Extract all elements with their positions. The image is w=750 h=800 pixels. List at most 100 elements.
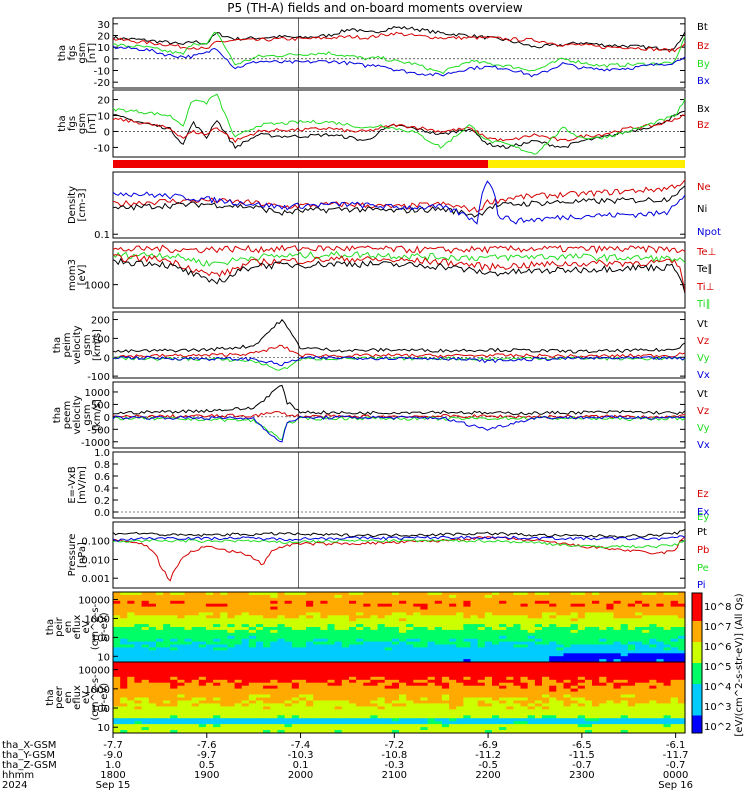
spectrogram-cell (527, 624, 536, 628)
spectrogram-cell (484, 703, 493, 707)
spectrogram-cell (477, 615, 486, 619)
spectrogram-cell (213, 609, 221, 613)
spectrogram-cell (313, 709, 321, 713)
spectrogram-cell (234, 709, 243, 713)
y-tick-label: -100 (87, 372, 110, 383)
spectrogram-cell (456, 606, 464, 610)
spectrogram-cell (141, 618, 150, 622)
spectrogram-cell (363, 632, 371, 637)
spectrogram-cell (627, 721, 636, 725)
spectrogram-cell (620, 682, 629, 687)
spectrogram-cell (363, 635, 371, 640)
spectrogram-cell (370, 592, 379, 596)
colorbar-cell (692, 610, 702, 615)
spectrogram-cell (520, 721, 529, 725)
spectrogram-cell (534, 606, 543, 610)
spectrogram-cell (213, 700, 221, 704)
spectrogram-cell (263, 592, 271, 596)
spectrogram-cell (349, 670, 357, 675)
spectrogram-cell (427, 688, 436, 693)
spectrogram-cell (620, 592, 629, 596)
spectrogram-cell (406, 656, 414, 660)
spectrogram-cell (134, 603, 143, 608)
y-tick-label: 10 (97, 43, 110, 54)
spectrogram-cell (642, 679, 650, 684)
spectrogram-cell (649, 721, 657, 725)
spectrogram-cell (170, 724, 178, 728)
spectrogram-cell (155, 682, 164, 687)
spectrogram-cell (363, 600, 371, 605)
spectrogram-cell (449, 600, 457, 605)
spectrogram-cell (284, 688, 293, 693)
spectrogram-cell (277, 670, 286, 675)
spectrogram-cell (170, 709, 178, 713)
spectrogram-cell (506, 641, 514, 645)
legend-Pe: Pe (697, 563, 709, 574)
spectrogram-cell (298, 656, 307, 660)
spectrogram-cell (449, 697, 457, 701)
spectrogram-cell (441, 727, 450, 731)
spectrogram-cell (370, 650, 379, 654)
spectrogram-cell (327, 653, 336, 657)
spectrogram-cell (492, 609, 500, 613)
spectrogram-cell (449, 612, 457, 616)
spectrogram-cell (599, 712, 607, 716)
spectrogram-cell (341, 670, 350, 675)
spectrogram-cell (127, 609, 135, 613)
legend-Vt: Vt (697, 389, 708, 400)
spectrogram-cell (341, 665, 350, 669)
spectrogram-cell (377, 592, 386, 596)
spectrogram-cell (434, 718, 443, 722)
spectrogram-cell (298, 665, 307, 669)
spectrogram-cell (584, 644, 593, 648)
spectrogram-cell (635, 721, 643, 725)
spectrogram-cell (155, 697, 164, 701)
spectrogram-cell (270, 592, 278, 596)
spectrogram-cell (177, 703, 186, 707)
spectrogram-cell (420, 624, 429, 628)
spectrogram-cell (298, 650, 307, 654)
spectrogram-cell (284, 709, 293, 713)
spectrogram-cell (499, 718, 507, 722)
panel-frame (112, 171, 686, 239)
spectrogram-cell (363, 650, 371, 654)
spectrogram-cell (198, 682, 207, 687)
spectrogram-cell (506, 679, 514, 684)
spectrogram-cell (577, 730, 586, 734)
spectrogram-cell (470, 659, 479, 663)
spectrogram-cell (291, 665, 300, 669)
spectrogram-cell (120, 691, 128, 696)
spectrogram-cell (613, 621, 622, 625)
y-axis-label: peir (54, 616, 65, 636)
spectrogram-cell (391, 700, 400, 704)
spectrogram-cell (492, 724, 500, 728)
spectrogram-cell (134, 609, 143, 613)
spectrogram-cell (506, 629, 514, 634)
spectrogram-cell (506, 662, 514, 666)
spectrogram-cell (627, 603, 636, 608)
spectrogram-cell (499, 644, 507, 648)
spectrogram-cell (256, 691, 264, 696)
spectrogram-cell (434, 635, 443, 640)
spectrogram-cell (191, 682, 200, 687)
spectrogram-cell (234, 667, 243, 672)
spectrogram-cell (320, 721, 329, 725)
spectrogram-cell (234, 665, 243, 669)
spectrogram-cell (377, 635, 386, 640)
spectrogram-cell (427, 730, 436, 734)
spectrogram-cell (377, 612, 386, 616)
spectrogram-cell (341, 592, 350, 596)
spectrogram-cell (363, 667, 371, 672)
spectrogram-cell (234, 706, 243, 710)
spectrogram-cell (577, 594, 586, 599)
spectrogram-cell (556, 609, 564, 613)
spectrogram-cell (434, 650, 443, 654)
spectrogram-cell (127, 641, 135, 645)
spectrogram-cell (441, 694, 450, 698)
spectrogram-cell (256, 594, 264, 599)
spectrogram-cell (613, 647, 622, 651)
spectrogram-cell (463, 694, 472, 698)
spectrogram-cell (470, 724, 479, 728)
spectrogram-cell (463, 676, 472, 681)
spectrogram-cell (563, 632, 572, 637)
